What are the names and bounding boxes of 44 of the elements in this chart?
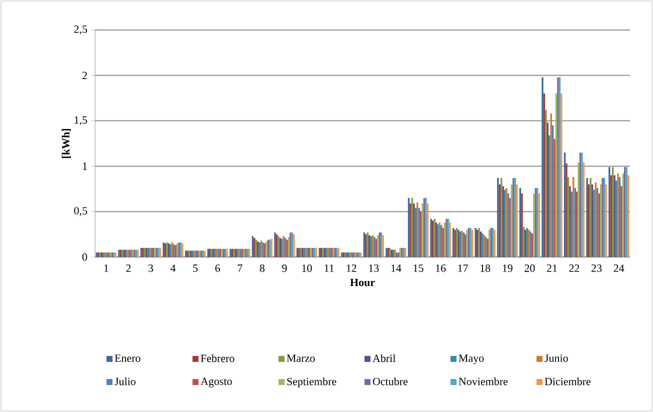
legend-label: Noviembre bbox=[458, 377, 508, 386]
legend-label: Julio bbox=[114, 377, 136, 386]
x-tick-label: 20 bbox=[524, 264, 535, 272]
x-tick-label: 17 bbox=[458, 264, 468, 272]
x-tick-label: 13 bbox=[369, 264, 379, 272]
y-tick-label: 2,5 bbox=[74, 26, 88, 34]
legend-label: Junio bbox=[544, 354, 568, 362]
y-tick-label: 1,5 bbox=[74, 116, 88, 126]
legend-label: Febrero bbox=[200, 354, 234, 362]
y-tick-label: 2 bbox=[82, 72, 87, 80]
legend-label: Septiembre bbox=[287, 377, 336, 388]
x-tick-label: 7 bbox=[238, 264, 242, 272]
x-tick-label: 18 bbox=[480, 264, 490, 272]
x-tick-label: 4 bbox=[170, 264, 176, 272]
x-tick-label: 11 bbox=[324, 264, 334, 272]
x-tick-label: 15 bbox=[414, 264, 424, 272]
x-tick-label: 6 bbox=[215, 264, 220, 272]
x-tick-label: 24 bbox=[614, 264, 624, 272]
legend-label: Diciembre bbox=[544, 377, 591, 386]
x-tick-label: 8 bbox=[260, 264, 265, 272]
x-tick-label: 16 bbox=[436, 264, 446, 272]
y-tick-label: 0,5 bbox=[74, 207, 88, 216]
x-tick-label: 2 bbox=[126, 264, 131, 272]
y-tick-label: 1 bbox=[82, 162, 87, 170]
legend-label: Octubre bbox=[372, 377, 408, 386]
x-tick-label: 9 bbox=[282, 264, 287, 272]
legend-label: Marzo bbox=[286, 354, 315, 362]
y-tick-label: 0 bbox=[82, 253, 88, 261]
x-axis-title: Hour bbox=[350, 278, 375, 286]
x-tick-label: 21 bbox=[546, 264, 557, 272]
x-tick-label: 3 bbox=[148, 264, 154, 272]
legend-label: Agosto bbox=[200, 378, 232, 388]
legend-label: Enero bbox=[114, 354, 140, 362]
x-tick-label: 23 bbox=[592, 264, 602, 272]
legend-label: Mayo bbox=[458, 354, 484, 364]
legend-label: Abril bbox=[372, 354, 396, 362]
x-tick-label: 12 bbox=[346, 264, 356, 272]
x-tick-label: 1 bbox=[104, 264, 108, 272]
x-tick-label: 5 bbox=[193, 264, 198, 272]
x-tick-label: 14 bbox=[391, 264, 402, 272]
x-tick-label: 22 bbox=[569, 264, 580, 272]
x-tick-label: 10 bbox=[302, 264, 312, 272]
y-axis-title: [kWh] bbox=[62, 129, 71, 158]
x-tick-label: 19 bbox=[502, 264, 512, 272]
